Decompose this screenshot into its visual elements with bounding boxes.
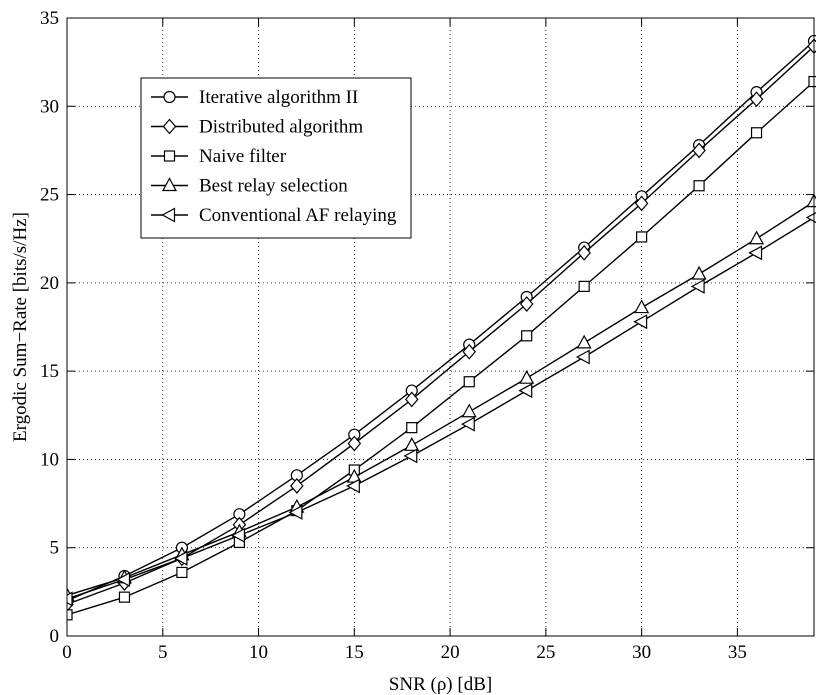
series-line: [67, 81, 815, 616]
legend-marker: [161, 177, 178, 192]
data-point-marker: [578, 280, 590, 292]
x-tick-label: 15: [345, 642, 364, 663]
x-tick-label: 0: [62, 642, 72, 663]
y-tick-label: 5: [50, 538, 60, 559]
legend-entry-label: Naive filter: [199, 146, 287, 167]
data-point-marker: [519, 296, 534, 312]
y-tick-label: 0: [50, 626, 60, 647]
data-point-marker: [805, 211, 816, 224]
data-point-marker: [749, 91, 764, 108]
series-lines: [67, 34, 816, 621]
legend-marker: [162, 118, 177, 135]
data-point-marker: [347, 435, 362, 452]
data-point-marker: [406, 422, 418, 434]
legend-marker: [163, 90, 176, 104]
data-point-marker: [748, 245, 763, 261]
data-point-marker: [806, 193, 816, 208]
data-point-marker: [462, 343, 477, 360]
x-tick-label: 5: [158, 642, 168, 663]
data-point-marker: [634, 195, 649, 212]
data-point-marker: [692, 142, 706, 159]
data-point-marker: [231, 527, 245, 543]
data-point-marker: [518, 383, 533, 399]
data-point-marker: [691, 265, 707, 280]
data-point-marker: [404, 437, 420, 451]
data-point-marker: [116, 571, 131, 588]
y-tick-label: 15: [40, 361, 59, 382]
data-point-marker: [67, 591, 73, 607]
data-point-marker: [521, 330, 533, 342]
data-point-marker: [577, 244, 591, 261]
y-tick-label: 25: [40, 185, 59, 206]
legend-box: [140, 77, 412, 239]
x-tick-label: 10: [249, 642, 268, 663]
data-point-marker: [576, 334, 592, 349]
data-point-marker: [118, 591, 131, 603]
plot-area-frame: [66, 17, 815, 637]
x-tick-label: 35: [728, 642, 747, 663]
series-2: [67, 38, 816, 613]
data-point-marker: [575, 349, 590, 365]
y-tick-label: 20: [40, 273, 59, 294]
data-point-marker: [460, 416, 475, 432]
legend-marker: [161, 207, 176, 223]
data-point-marker: [346, 478, 360, 494]
data-point-marker: [636, 231, 648, 243]
data-point-marker: [519, 369, 535, 384]
y-tick-label: 30: [40, 96, 59, 117]
data-point-marker: [290, 477, 304, 494]
data-point-marker: [749, 230, 765, 245]
data-point-marker: [633, 314, 648, 330]
data-point-marker: [173, 550, 188, 566]
data-point-marker: [404, 391, 419, 408]
x-tick-label: 20: [441, 642, 460, 663]
series-5: [67, 211, 816, 607]
data-point-marker: [463, 376, 475, 388]
data-point-marker: [634, 299, 650, 314]
x-tick-label: 30: [632, 642, 651, 663]
data-point-marker: [403, 448, 418, 464]
series-4: [67, 193, 816, 601]
legend-entry-label: Conventional AF relaying: [199, 205, 397, 226]
x-axis-label: SNR (ρ) [dB]: [389, 674, 492, 695]
legend-entry-label: Distributed algorithm: [199, 117, 363, 138]
series-line: [67, 40, 815, 602]
data-point-marker: [690, 278, 705, 294]
legend-entry-label: Iterative algorithm II: [199, 87, 358, 108]
axis-ticks: 0 5 10 15 20 25 30 35 0 5 10 15 20 25 30 35: [40, 8, 814, 663]
data-point-marker: [288, 504, 303, 520]
data-point-marker: [808, 75, 816, 88]
y-tick-label: 35: [40, 8, 59, 29]
y-tick-label: 10: [40, 449, 59, 470]
legend-entry-label: Best relay selection: [199, 176, 348, 197]
x-tick-label: 25: [536, 642, 555, 663]
legend-marker: [163, 150, 176, 162]
series-line: [67, 216, 815, 600]
legend: Iterative algorithm II Distributed algori…: [140, 77, 412, 239]
data-point-marker: [461, 403, 477, 418]
series-line: [67, 201, 815, 597]
y-axis-label: Ergodic Sum−Rate [bits/s/Hz]: [10, 212, 31, 442]
data-point-marker: [693, 180, 705, 192]
data-point-marker: [176, 566, 188, 579]
data-point-marker: [750, 127, 763, 139]
data-point-marker: [67, 609, 73, 621]
series-line: [67, 45, 815, 605]
